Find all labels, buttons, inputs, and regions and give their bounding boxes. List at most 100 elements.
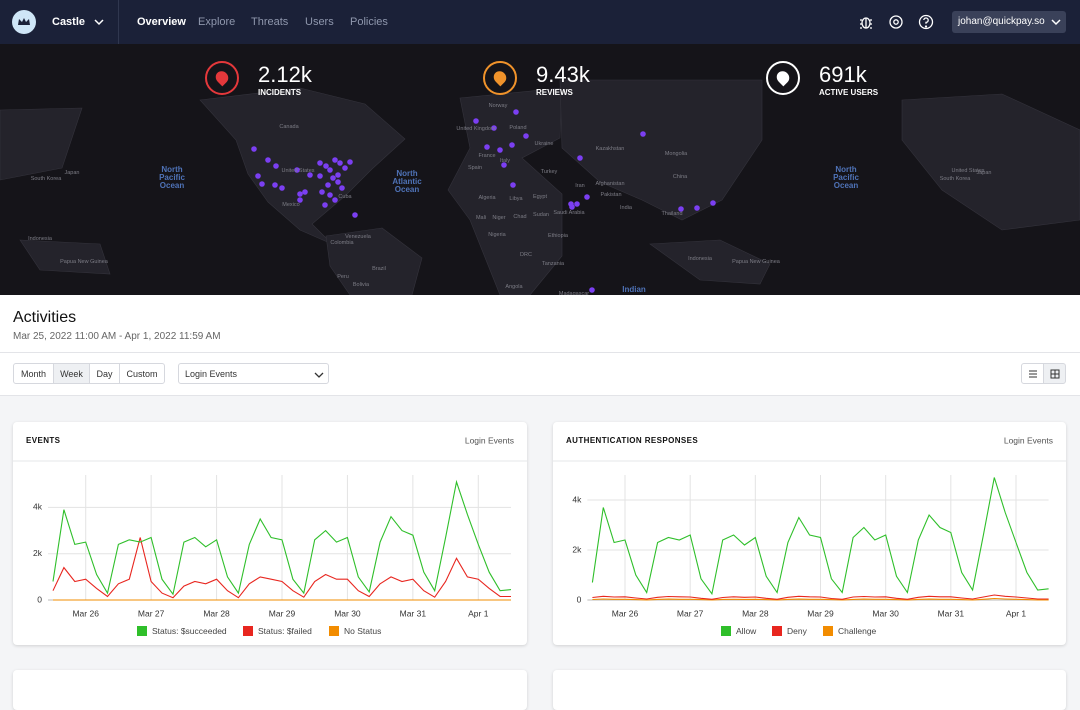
series-line: [592, 594, 1049, 600]
user-menu[interactable]: johan@quickpay.so: [952, 11, 1066, 33]
legend-label: Challenge: [838, 626, 877, 636]
chart-title: AUTHENTICATION RESPONSES: [566, 436, 698, 445]
legend-label: Status: $failed: [258, 626, 312, 636]
series-line: [592, 597, 1049, 601]
stat-icon: [766, 61, 800, 95]
legend-swatch: [721, 626, 731, 636]
x-tick-label: Mar 27: [677, 608, 704, 618]
list-view-toggle[interactable]: [1021, 363, 1044, 384]
map-label: Afghanistan: [595, 181, 625, 187]
map-label: Norway: [488, 103, 508, 109]
brand[interactable]: Castle: [52, 16, 86, 28]
map-label: Mali: [475, 215, 487, 221]
event-dropdown[interactable]: Login Events: [178, 363, 329, 384]
nav-link[interactable]: Users: [305, 16, 334, 28]
map-label: Bolivia: [352, 282, 370, 288]
activity-dot: [342, 165, 348, 171]
map-label: Indian: [622, 285, 646, 294]
map-label: Peru: [337, 274, 349, 280]
range-button[interactable]: Week: [53, 363, 90, 384]
legend-swatch: [137, 626, 147, 636]
activity-dot: [322, 202, 328, 208]
legend-label: Status: $succeeded: [152, 626, 227, 636]
map-label: Papua New Guinea: [60, 259, 108, 265]
range-button[interactable]: Custom: [119, 363, 165, 384]
brand-chevron[interactable]: [93, 17, 105, 27]
map-label: South Korea: [939, 176, 971, 182]
map-label: Venezuela: [345, 234, 371, 240]
activity-dot: [302, 189, 308, 195]
range-button[interactable]: Day: [89, 363, 120, 384]
map-label: Ethiopia: [548, 233, 568, 239]
range-button[interactable]: Month: [13, 363, 54, 384]
nav-link[interactable]: Overview: [137, 16, 186, 28]
divider: [0, 352, 1080, 353]
activity-dot: [337, 160, 343, 166]
legend-label: Deny: [787, 626, 808, 636]
events-card: EVENTS Login Events 0 2k 4k Mar 26 Mar 27 Mar 2…: [13, 422, 527, 645]
map-label: Saudi Arabia: [553, 210, 585, 216]
activity-dot: [352, 212, 358, 218]
stat-value: 9.43k: [536, 62, 590, 87]
stat-icon-dot: [213, 68, 231, 87]
activity-dot: [574, 201, 580, 207]
x-tick-label: Mar 30: [334, 608, 361, 618]
x-tick-label: Mar 30: [872, 608, 899, 618]
map-label: Mexico: [282, 202, 300, 208]
map-label: North Atlantic Ocean: [392, 169, 422, 194]
date-range: Mar 25, 2022 11:00 AM - Apr 1, 2022 11:5…: [13, 331, 221, 342]
nav-link[interactable]: Explore: [198, 16, 236, 28]
logo[interactable]: [12, 10, 36, 34]
x-tick-label: Mar 26: [612, 608, 639, 618]
legend-swatch: [823, 626, 833, 636]
user-email: johan@quickpay.so: [958, 16, 1045, 27]
help-icon[interactable]: [918, 14, 934, 30]
map-label: Thailand: [661, 211, 683, 217]
map-label: Japan: [64, 170, 80, 176]
map-label: Japan: [976, 170, 992, 176]
activity-dot: [678, 206, 684, 212]
x-tick-label: Mar 28: [742, 608, 769, 618]
chart-title: EVENTS: [26, 436, 61, 445]
map-label: Ukraine: [534, 141, 554, 147]
activity-dot: [497, 147, 503, 153]
map-label: Kazakhstan: [595, 146, 625, 152]
series-line: [591, 477, 1049, 596]
map-label: Indonesia: [28, 236, 52, 242]
map-label: Mongolia: [664, 151, 688, 157]
y-tick-label: 4k: [33, 502, 43, 512]
map-label: Sudan: [533, 212, 549, 218]
nav-link[interactable]: Policies: [350, 16, 388, 28]
activity-dot: [332, 157, 338, 163]
activity-dot: [259, 181, 265, 187]
auth-card: AUTHENTICATION RESPONSES Login Events 0 2k 4…: [553, 422, 1066, 645]
grid-view-toggle[interactable]: [1043, 363, 1066, 384]
user-chevron: [1051, 19, 1061, 26]
stat-label: REVIEWS: [536, 88, 573, 97]
chart: EVENTS Login Events 0 2k 4k Mar 26 Mar 27 Mar 2…: [13, 435, 527, 636]
activity-dot: [491, 125, 497, 131]
y-tick-label: 2k: [572, 544, 582, 554]
activity-dot: [640, 131, 646, 137]
y-tick-label: 0: [577, 594, 582, 604]
x-tick-label: Mar 29: [807, 608, 834, 618]
chart-subtitle: Login Events: [1004, 435, 1053, 445]
map-label: Iran: [575, 183, 585, 189]
settings-icon[interactable]: [889, 15, 903, 29]
map-label: North Pacific Ocean: [833, 165, 859, 190]
bug-icon[interactable]: [860, 17, 872, 29]
map-label: Papua New Guinea: [732, 259, 780, 265]
map-label: France: [478, 153, 496, 159]
world-map: North Pacific Ocean North Atlantic Ocean N…: [0, 44, 1080, 295]
activity-dot: [577, 155, 583, 161]
stat-icon-dot: [491, 68, 509, 87]
series-line: [52, 479, 512, 596]
activity-dot: [473, 118, 479, 124]
map-label: DRC: [520, 252, 532, 258]
nav-link[interactable]: Threats: [251, 16, 289, 28]
activity-dot: [501, 162, 507, 168]
activity-dot: [255, 173, 261, 179]
y-tick-label: 4k: [572, 494, 582, 504]
map-label: United States: [951, 168, 985, 174]
activity-dot: [694, 205, 700, 211]
